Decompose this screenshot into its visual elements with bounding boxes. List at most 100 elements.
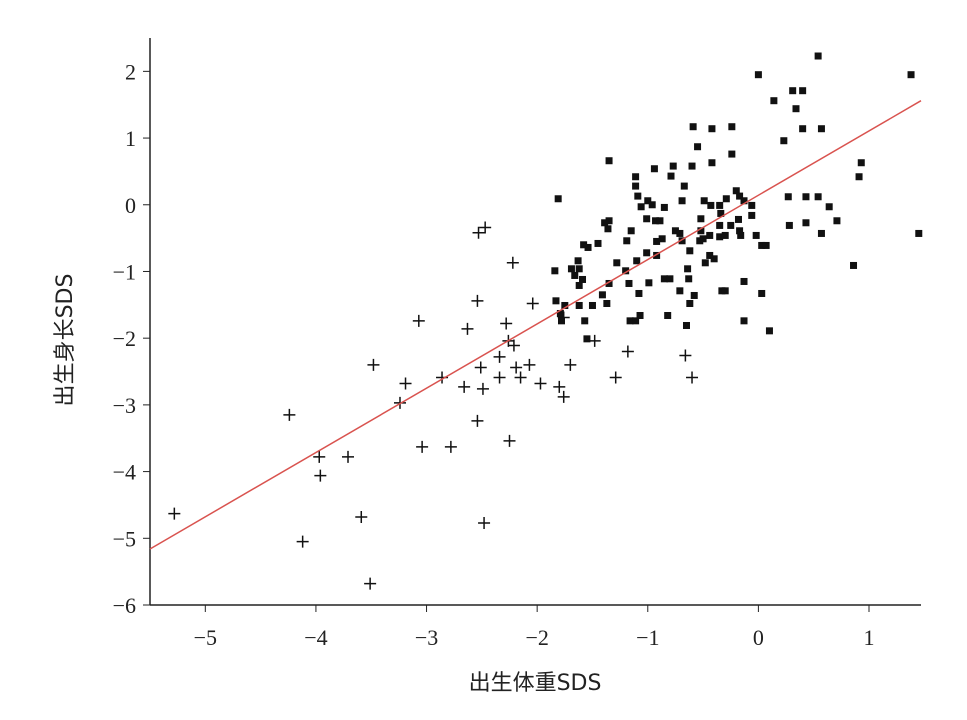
square-point: [686, 299, 694, 307]
square-point: [551, 267, 559, 275]
x-axis-label: 出生体重SDS: [469, 671, 602, 696]
square-point: [579, 275, 587, 283]
regression-line: [149, 100, 922, 550]
plus-point: [399, 377, 412, 390]
square-point: [633, 257, 641, 265]
square-point: [634, 192, 642, 200]
square-point: [676, 287, 684, 295]
plus-point: [479, 221, 492, 234]
square-point: [740, 317, 748, 325]
square-point: [708, 159, 716, 167]
square-point: [604, 225, 612, 233]
square-point: [727, 221, 735, 229]
square-point: [653, 251, 661, 259]
square-point: [571, 271, 579, 279]
square-point: [748, 211, 756, 219]
plus-point: [444, 440, 457, 453]
plus-point: [503, 434, 516, 447]
square-point: [652, 217, 660, 225]
y-tick-label: 0: [125, 193, 136, 218]
square-point: [605, 217, 613, 225]
square-point: [686, 247, 694, 255]
square-point: [748, 201, 756, 209]
square-point: [636, 311, 644, 319]
square-point: [581, 317, 589, 325]
square-point: [762, 241, 770, 249]
plus-point: [609, 371, 622, 384]
square-point: [580, 241, 588, 249]
square-point: [754, 71, 762, 79]
square-point: [671, 227, 679, 235]
square-point: [716, 201, 724, 209]
square-point: [722, 195, 730, 203]
square-point: [601, 219, 609, 227]
plus-point: [461, 322, 474, 335]
square-point: [666, 275, 674, 283]
plus-point: [313, 450, 326, 463]
square-point: [667, 172, 675, 180]
square-point: [650, 165, 658, 173]
square-point: [765, 327, 773, 335]
square-point: [626, 317, 634, 325]
square-point: [688, 162, 696, 170]
square-point: [643, 249, 651, 257]
square-point: [758, 289, 766, 297]
plus-point: [476, 382, 489, 395]
square-point: [625, 279, 633, 287]
square-point: [594, 239, 602, 247]
square-point: [740, 197, 748, 205]
square-point: [814, 52, 822, 60]
x-tick-label: −3: [415, 625, 438, 650]
x-tick-label: 0: [753, 625, 764, 650]
square-point: [717, 209, 725, 217]
plus-point: [364, 577, 377, 590]
plus-point: [514, 371, 527, 384]
square-point: [850, 261, 858, 269]
square-point: [669, 162, 677, 170]
square-point: [699, 235, 707, 243]
y-axis-label: 出生身长SDS: [53, 274, 78, 407]
square-point: [643, 215, 651, 223]
square-point: [915, 229, 923, 237]
plus-point: [506, 256, 519, 269]
square-point: [710, 255, 718, 263]
square-point: [855, 173, 863, 181]
square-point: [575, 281, 583, 289]
square-point: [785, 221, 793, 229]
square-point: [685, 275, 693, 283]
square-point: [556, 309, 564, 317]
square-point: [690, 291, 698, 299]
plus-point: [471, 294, 484, 307]
plus-point: [472, 226, 485, 239]
square-point: [678, 197, 686, 205]
square-point: [907, 71, 915, 79]
square-point: [678, 237, 686, 245]
plus-point: [507, 339, 520, 352]
square-point: [684, 265, 692, 273]
x-tick-label: −2: [525, 625, 548, 650]
plus-point: [564, 358, 577, 371]
plus-point: [534, 377, 547, 390]
plus-point: [342, 450, 355, 463]
square-point: [588, 301, 596, 309]
square-point: [792, 105, 800, 113]
square-point: [623, 237, 631, 245]
square-point: [706, 231, 714, 239]
square-point: [689, 123, 697, 131]
square-point: [603, 299, 611, 307]
square-point: [605, 279, 613, 287]
plus-point: [510, 361, 523, 374]
plus-point: [314, 469, 327, 482]
y-tick-label: −4: [113, 460, 136, 485]
plus-point: [557, 390, 570, 403]
square-point: [658, 235, 666, 243]
plus-point: [493, 350, 506, 363]
square-point: [716, 233, 724, 241]
square-point: [700, 197, 708, 205]
square-point: [728, 150, 736, 158]
plus-point: [588, 334, 601, 347]
plus-point: [493, 371, 506, 384]
square-point: [653, 237, 661, 245]
square-point: [784, 193, 792, 201]
y-tick-label: −1: [113, 259, 136, 284]
